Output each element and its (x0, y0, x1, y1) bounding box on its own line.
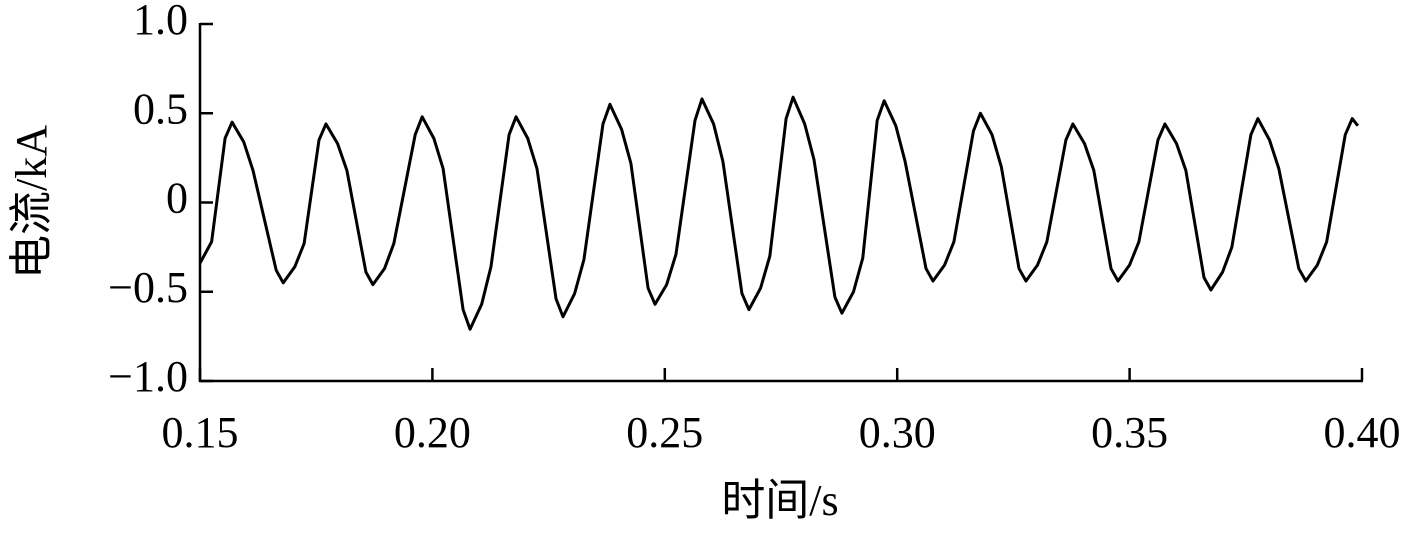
x-tick-label: 0.15 (162, 408, 239, 457)
y-tick-label: −0.5 (108, 263, 188, 312)
y-tick-label: −1.0 (108, 352, 188, 401)
data-line (198, 95, 1360, 331)
y-tick-label: 1.0 (133, 0, 188, 44)
x-tick-label: 0.20 (394, 408, 471, 457)
x-tick-label: 0.35 (1091, 408, 1168, 457)
x-tick-label: 0.30 (859, 408, 936, 457)
x-tick-label: 0.40 (1324, 408, 1401, 457)
y-tick-label: 0 (166, 174, 188, 223)
x-axis-label: 时间/s (721, 476, 838, 525)
y-axis-label: 电流/kA (7, 125, 56, 279)
y-tick-label: 0.5 (133, 84, 188, 133)
x-tick-label: 0.25 (626, 408, 703, 457)
